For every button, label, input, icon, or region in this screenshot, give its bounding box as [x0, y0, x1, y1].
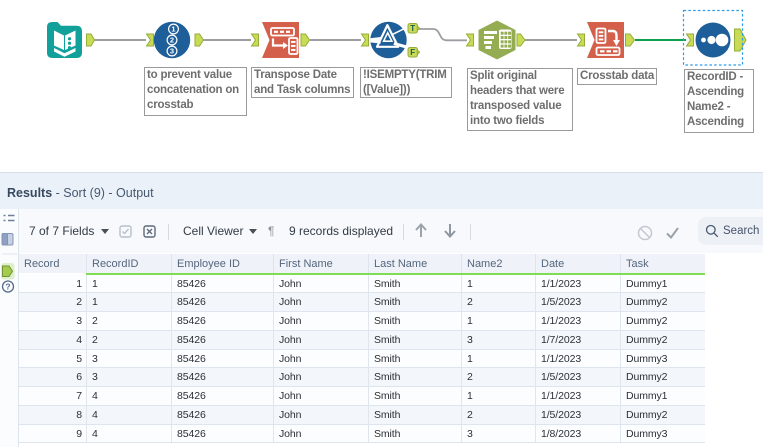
- svg-text:?: ?: [5, 282, 10, 292]
- svg-text:2: 2: [170, 36, 174, 45]
- svg-text:T: T: [410, 24, 415, 33]
- svg-text:1: 1: [171, 25, 175, 34]
- svg-text:3: 3: [170, 47, 174, 56]
- svg-text:F: F: [410, 48, 415, 57]
